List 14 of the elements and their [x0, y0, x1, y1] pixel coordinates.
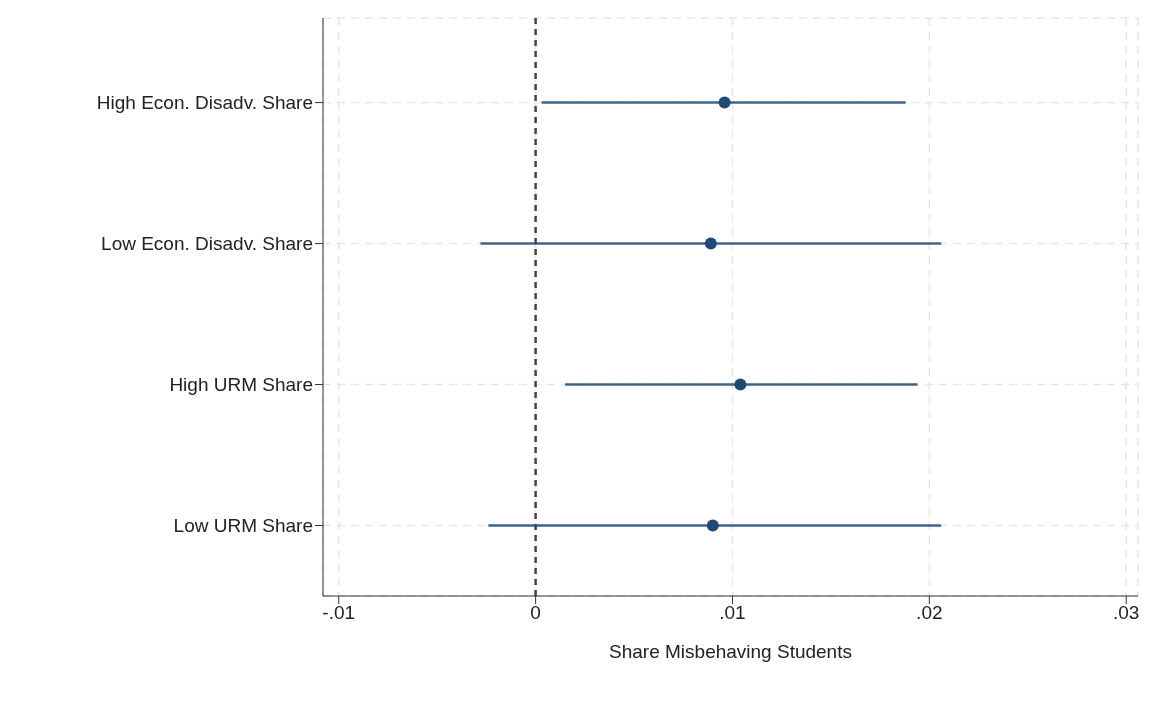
x-tick-label: -.01 — [322, 602, 356, 624]
point — [706, 519, 719, 532]
x-tick-label: .03 — [1112, 602, 1140, 624]
x-tick-label: .02 — [916, 602, 943, 624]
point — [734, 378, 747, 391]
y-tick-label: Low Econ. Disadv. Share — [101, 233, 313, 255]
y-tick-label: Low URM Share — [173, 515, 313, 537]
y-tick-label: High URM Share — [169, 374, 313, 396]
x-tick-label: 0 — [530, 602, 541, 624]
y-tick-label: High Econ. Disadv. Share — [96, 92, 313, 114]
point — [718, 96, 731, 109]
x-tick-label: .01 — [719, 602, 746, 624]
x-axis-title: Share Misbehaving Students — [609, 641, 852, 662]
point — [704, 237, 717, 250]
